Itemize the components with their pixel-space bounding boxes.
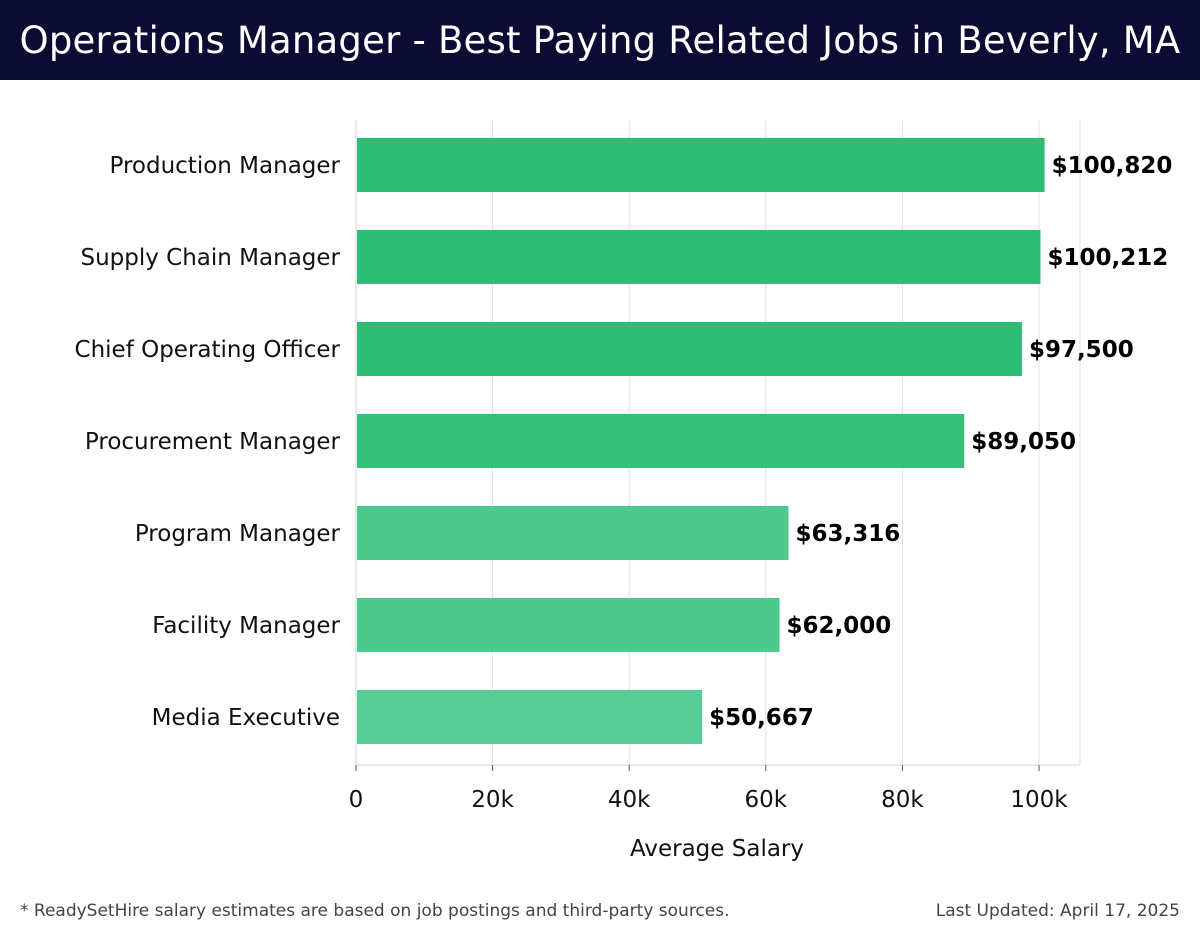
bar (357, 414, 965, 468)
x-tick-label: 60k (745, 787, 788, 813)
x-tick-label: 80k (881, 787, 924, 813)
footer-note: * ReadySetHire salary estimates are base… (20, 901, 730, 921)
category-label: Procurement Manager (85, 429, 341, 455)
x-tick-label: 20k (471, 787, 514, 813)
category-label: Facility Manager (152, 613, 340, 639)
bar-chart: 0 20k 40k 60k 80k 100k Average Salary Productio… (75, 120, 1173, 862)
category-label: Supply Chain Manager (80, 245, 340, 271)
bar (357, 690, 703, 744)
value-label: $62,000 (786, 613, 891, 639)
value-label: $97,500 (1029, 337, 1134, 363)
x-tick-label: 40k (608, 787, 651, 813)
x-tick-label: 100k (1010, 787, 1068, 813)
bar (357, 598, 780, 652)
bar (357, 506, 789, 560)
value-label: $100,212 (1047, 245, 1168, 271)
bar (357, 322, 1022, 376)
category-label: Program Manager (135, 521, 341, 547)
bar (357, 138, 1045, 192)
value-label: $100,820 (1052, 153, 1173, 179)
chart-title: Operations Manager - Best Paying Related… (19, 18, 1181, 62)
x-axis-title: Average Salary (630, 836, 804, 862)
category-label: Media Executive (152, 705, 340, 731)
bar (357, 230, 1041, 284)
value-label: $63,316 (795, 521, 900, 547)
x-tick-label: 0 (349, 787, 364, 813)
chart-header: Operations Manager - Best Paying Related… (0, 0, 1200, 80)
value-label: $89,050 (971, 429, 1076, 455)
category-label: Production Manager (110, 153, 341, 179)
last-updated: Last Updated: April 17, 2025 (935, 901, 1180, 921)
value-label: $50,667 (709, 705, 814, 731)
category-label: Chief Operating Officer (75, 337, 341, 363)
